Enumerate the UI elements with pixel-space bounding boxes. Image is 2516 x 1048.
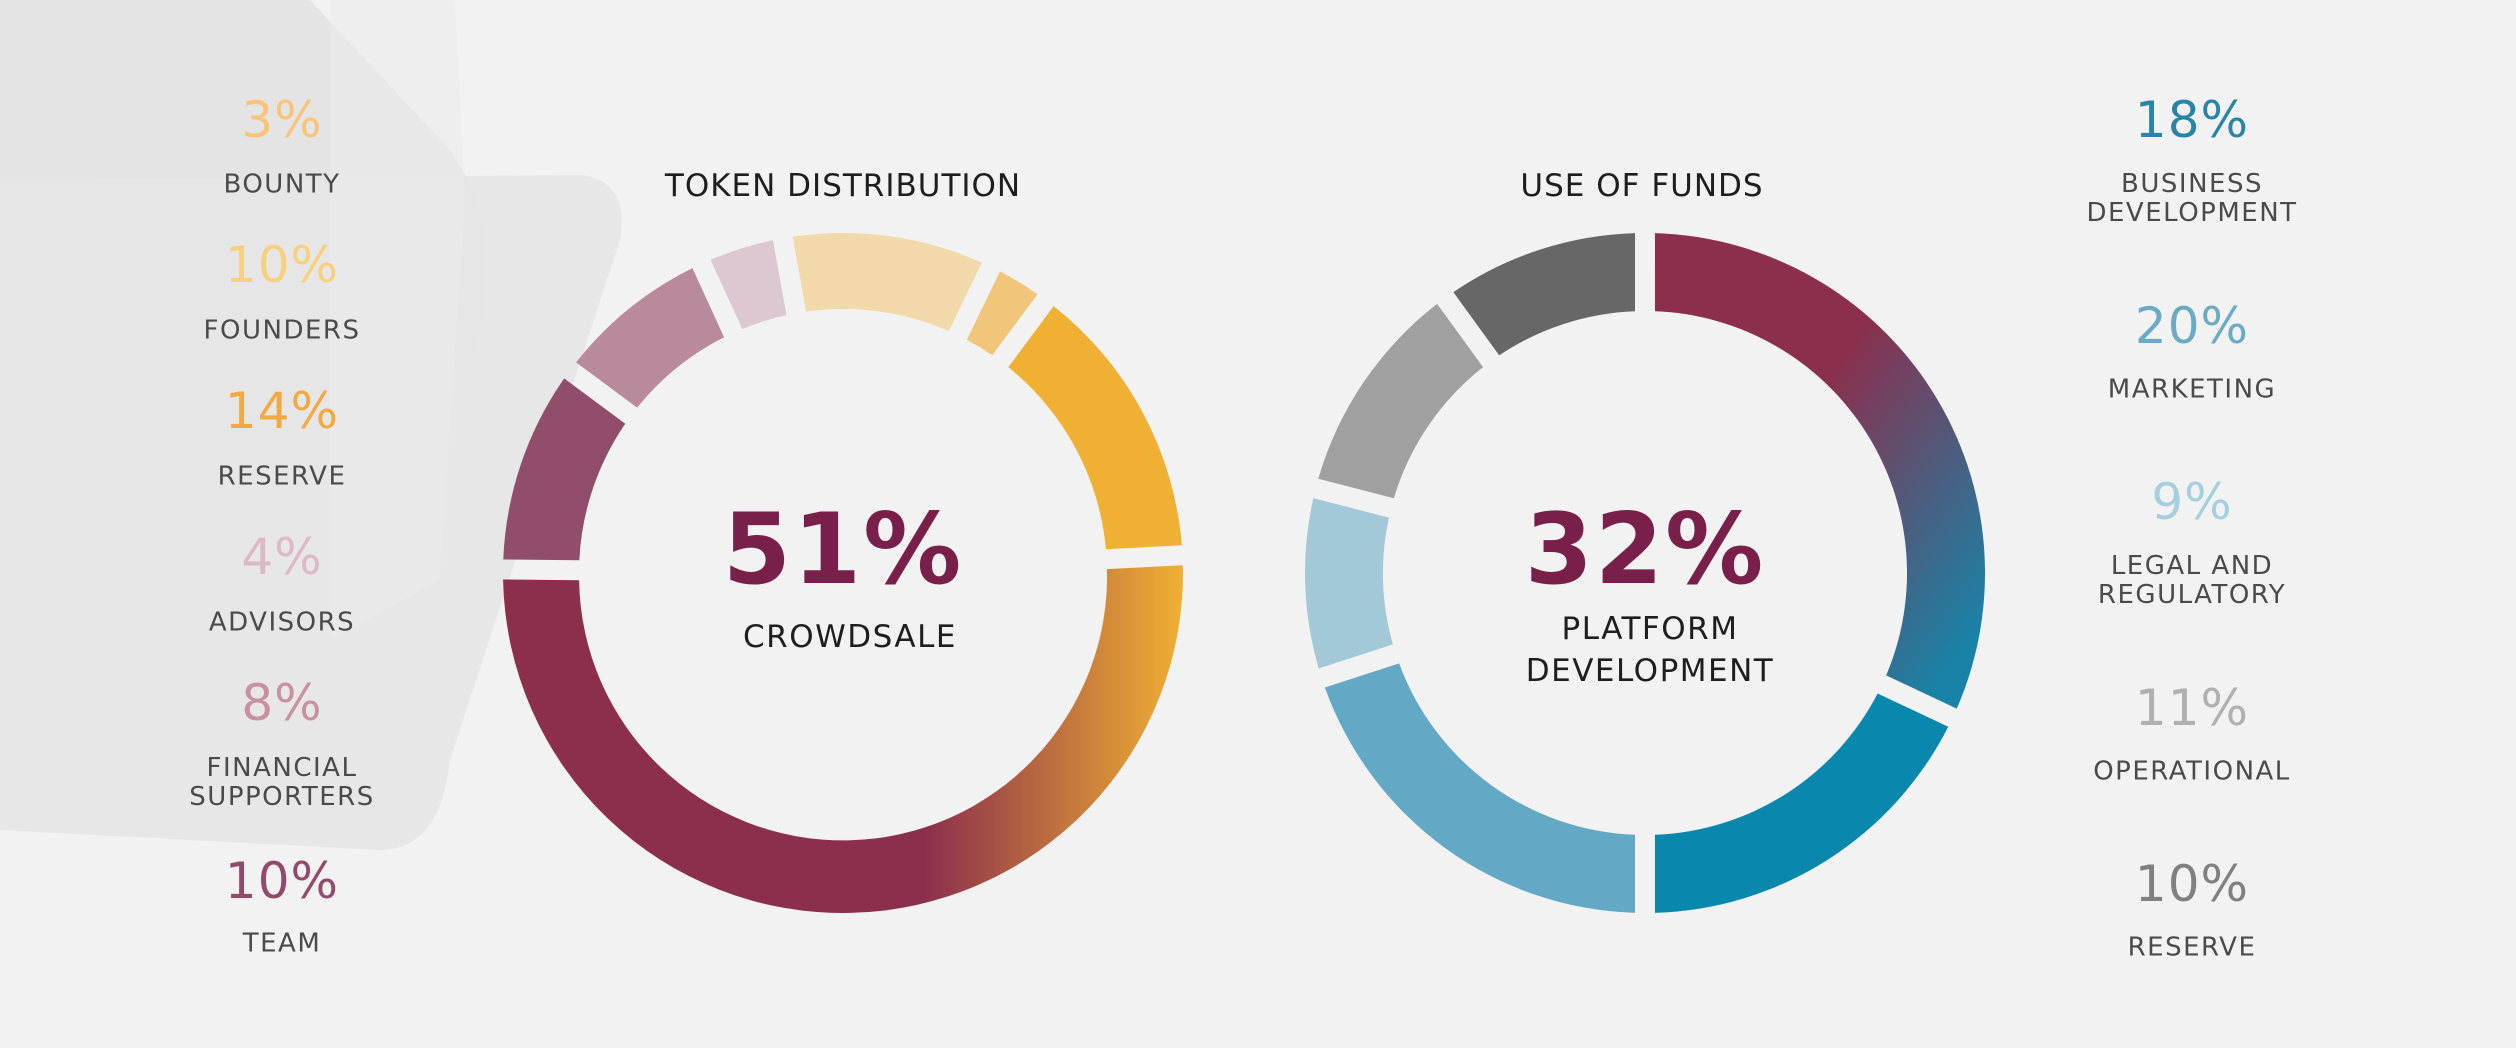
donut-slice-crowdsale bbox=[503, 565, 1183, 913]
legend-label-line: TEAM bbox=[242, 928, 322, 959]
donut-slice-team bbox=[503, 378, 626, 561]
use-of-funds-donut bbox=[1304, 233, 1986, 913]
donut-slice-legal-and-regulatory bbox=[1304, 498, 1393, 669]
legend-value-bounty: 3% bbox=[241, 91, 323, 149]
donut-slice-founders bbox=[792, 233, 982, 332]
legend-label-line: DEVELOPMENT bbox=[2086, 198, 2298, 228]
legend-label-financial-supporters: FINANCIAL SUPPORTERS bbox=[189, 754, 374, 812]
legend-label-marketing: MARKETING bbox=[2107, 374, 2277, 405]
legend-value-business-development: 18% bbox=[2134, 91, 2250, 149]
legend-label-line: OPERATIONAL bbox=[2093, 756, 2291, 787]
platform-center-label-line: PLATFORM bbox=[1561, 611, 1739, 647]
legend-label-line: BUSINESS bbox=[2121, 169, 2263, 199]
legend-label-legal-and-regulatory: LEGAL AND REGULATORY bbox=[2098, 552, 2286, 610]
legend-value-team: 10% bbox=[224, 852, 340, 910]
legend-value-marketing: 20% bbox=[2134, 297, 2250, 355]
token-distribution-donut bbox=[503, 233, 1183, 913]
legend-value-advisors: 4% bbox=[241, 528, 323, 586]
donut-slice-bounty bbox=[966, 271, 1038, 356]
donut-slice-marketing bbox=[1324, 663, 1636, 913]
donut-slice-operational bbox=[1318, 303, 1484, 499]
legend-value-founders: 10% bbox=[224, 236, 340, 294]
donut-slice-reserve bbox=[1453, 233, 1636, 356]
legend-label-business-development: BUSINESS DEVELOPMENT bbox=[2086, 170, 2297, 228]
legend-label-line: MARKETING bbox=[2107, 374, 2277, 405]
legend-label-line: LEGAL AND bbox=[2110, 551, 2274, 581]
donut-slice-reserve bbox=[1008, 306, 1182, 550]
legend-label-line: RESERVE bbox=[2127, 932, 2257, 963]
legend-label-line: BOUNTY bbox=[223, 169, 341, 200]
use-of-funds-title: USE OF FUNDS bbox=[1520, 168, 1764, 204]
legend-label-line: SUPPORTERS bbox=[189, 782, 375, 812]
donut-slice-business-development bbox=[1654, 693, 1949, 913]
legend-label-line: FINANCIAL bbox=[206, 753, 358, 783]
legend-label-line: REGULATORY bbox=[2097, 580, 2287, 610]
token-distribution-title: TOKEN DISTRIBUTION bbox=[664, 168, 1022, 204]
legend-label-reserve: RESERVE bbox=[2127, 932, 2257, 963]
legend-label-line: ADVISORS bbox=[208, 607, 356, 638]
legend-value-reserve: 14% bbox=[224, 382, 340, 440]
legend-value-financial-supporters: 8% bbox=[241, 674, 323, 732]
crowdsale-center-value: 51% bbox=[722, 493, 964, 607]
legend-label-line: RESERVE bbox=[217, 461, 347, 492]
legend-value-operational: 11% bbox=[2134, 679, 2250, 737]
legend-label-team: TEAM bbox=[242, 928, 322, 959]
legend-label-founders: FOUNDERS bbox=[203, 315, 361, 346]
crowdsale-center-label: CROWDSALE bbox=[743, 619, 957, 655]
legend-label-line: FOUNDERS bbox=[203, 315, 361, 346]
donut-slice-advisors bbox=[710, 240, 787, 329]
legend-value-reserve: 10% bbox=[2134, 855, 2250, 913]
background-shape bbox=[0, 175, 622, 850]
legend-label-advisors: ADVISORS bbox=[208, 607, 356, 638]
platform-center-label-line: DEVELOPMENT bbox=[1525, 653, 1775, 689]
legend-label-bounty: BOUNTY bbox=[223, 169, 341, 200]
platform-center-value: 32% bbox=[1524, 493, 1766, 607]
donut-slice-financial-supporters bbox=[576, 268, 725, 408]
legend-label-reserve: RESERVE bbox=[217, 461, 347, 492]
platform-center-label: PLATFORM DEVELOPMENT bbox=[1526, 608, 1774, 692]
background-shape bbox=[330, 0, 465, 640]
donut-slice-platform-development bbox=[1654, 233, 1986, 709]
legend-label-operational: OPERATIONAL bbox=[2093, 756, 2291, 787]
legend-value-legal-and-regulatory: 9% bbox=[2151, 473, 2233, 531]
